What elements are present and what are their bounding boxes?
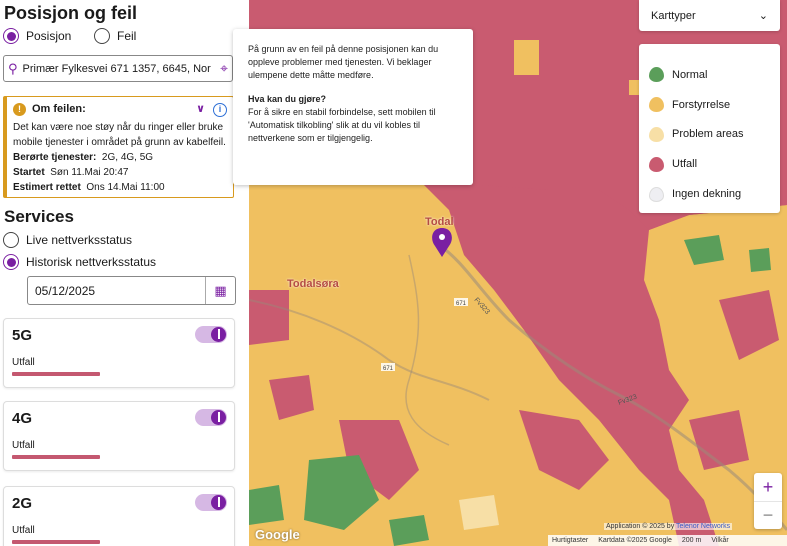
- radio-position-label: Posisjon: [26, 29, 72, 43]
- legend-label: Ingen dekning: [672, 188, 742, 201]
- alert-estimated: Estimert rettet Ons 14.Mai 11:00: [13, 182, 165, 193]
- radio-fault[interactable]: Feil: [94, 28, 136, 44]
- service-state-bar: [12, 540, 100, 544]
- service-name: 5G: [12, 327, 33, 344]
- zoom-in-button[interactable]: +: [762, 476, 774, 497]
- warning-icon: !: [13, 103, 26, 116]
- radio-position-circle[interactable]: [3, 28, 19, 44]
- service-card-4g: 4G Utfall: [3, 401, 235, 471]
- legend-swatch: [649, 126, 664, 142]
- radio-position[interactable]: Posisjon: [3, 28, 71, 44]
- legend-item-disturbance: Forstyrrelse: [649, 90, 770, 120]
- date-input[interactable]: 05/12/2025 ▦: [27, 276, 236, 305]
- alert-title: Om feilen:: [32, 103, 86, 115]
- legend-label: Utfall: [672, 158, 698, 171]
- chevron-down-icon[interactable]: ∨: [196, 103, 205, 115]
- service-state-bar: [12, 455, 100, 459]
- alert-services: Berørte tjenester: 2G, 4G, 5G: [13, 152, 154, 163]
- popup-advice: For å sikre en stabil forbindelse, sett …: [248, 107, 436, 143]
- zoom-controls: + −: [754, 473, 782, 529]
- fault-alert: ! Om feilen: ∨ i Det kan være noe støy n…: [3, 96, 234, 198]
- radio-live-circle[interactable]: [3, 232, 19, 248]
- service-name: 2G: [12, 495, 33, 512]
- map-type-dropdown[interactable]: Karttyper ⌄: [639, 0, 780, 31]
- zoom-out-button[interactable]: −: [754, 501, 782, 529]
- calendar-icon[interactable]: ▦: [205, 277, 235, 304]
- alert-message: Det kan være noe støy når du ringer elle…: [13, 122, 226, 148]
- legend-swatch: [649, 97, 664, 113]
- scale-bar[interactable]: 200 m: [681, 537, 702, 544]
- service-card-5g: 5G Utfall: [3, 318, 235, 388]
- legend-item-outage: Utfall: [649, 149, 770, 179]
- service-state: Utfall: [12, 440, 35, 451]
- page-title: Posisjon og feil: [4, 3, 138, 23]
- legend-label: Normal: [672, 68, 708, 81]
- legend-swatch: [649, 186, 664, 202]
- map-footer: Hurtigtaster Kartdata ©2025 Google 200 m…: [548, 535, 787, 546]
- service-state: Utfall: [12, 525, 35, 536]
- radio-history-label: Historisk nettverksstatus: [26, 255, 157, 269]
- map-attribution: Application © 2025 by Telenor Networks: [604, 523, 733, 530]
- address-input[interactable]: ⚲ Primær Fylkesvei 671 1357, 6645, Nor ⌖: [3, 55, 233, 82]
- address-text: Primær Fylkesvei 671 1357, 6645, Nor: [22, 62, 211, 75]
- my-location-icon[interactable]: ⌖: [220, 60, 228, 76]
- chevron-down-icon: ⌄: [758, 10, 768, 22]
- legend-swatch: [649, 67, 664, 83]
- place-label-todalsora: Todalsøra: [287, 278, 339, 290]
- map-type-label: Karttyper: [651, 9, 696, 22]
- radio-live-status[interactable]: Live nettverksstatus: [3, 232, 132, 248]
- info-icon[interactable]: i: [213, 102, 227, 117]
- service-state: Utfall: [12, 357, 35, 368]
- service-card-2g: 2G Utfall: [3, 486, 235, 546]
- legend-item-normal: Normal: [649, 60, 770, 90]
- popup-question: Hva kan du gjøre?: [248, 94, 327, 104]
- side-panel: Posisjon og feil Posisjon Feil ⚲ Primær …: [0, 0, 248, 546]
- legend-swatch: [649, 156, 664, 172]
- radio-history-circle[interactable]: [3, 254, 19, 270]
- terms-link[interactable]: Vilkår: [711, 537, 729, 544]
- radio-fault-label: Feil: [117, 29, 137, 43]
- keyboard-shortcuts-link[interactable]: Hurtigtaster: [552, 537, 589, 544]
- place-label-todal: Todal: [425, 216, 454, 228]
- services-title: Services: [4, 207, 74, 226]
- info-popup: På grunn av en feil på denne posisjonen …: [233, 29, 473, 185]
- legend-label: Problem areas: [672, 128, 744, 141]
- radio-fault-circle[interactable]: [94, 28, 110, 44]
- road-label-671b: 671: [383, 366, 394, 372]
- alert-started: Startet Søn 11.Mai 20:47: [13, 167, 129, 178]
- service-toggle-2g[interactable]: [195, 494, 227, 511]
- radio-history-status[interactable]: Historisk nettverksstatus: [3, 254, 156, 270]
- popup-text: På grunn av en feil på denne posisjonen …: [248, 44, 439, 80]
- road-label-671a: 671: [456, 301, 467, 307]
- radio-live-label: Live nettverksstatus: [26, 233, 133, 247]
- google-logo: Google: [255, 527, 300, 542]
- service-toggle-5g[interactable]: [195, 326, 227, 343]
- service-name: 4G: [12, 410, 33, 427]
- location-pin-icon: ⚲: [8, 60, 18, 76]
- map-legend: Normal Forstyrrelse Problem areas Utfall…: [639, 44, 780, 213]
- date-value: 05/12/2025: [35, 283, 96, 298]
- service-state-bar: [12, 372, 100, 376]
- service-toggle-4g[interactable]: [195, 409, 227, 426]
- map-data-text: Kartdata ©2025 Google: [598, 537, 672, 544]
- legend-item-no-coverage: Ingen dekning: [649, 179, 770, 209]
- legend-label: Forstyrrelse: [672, 98, 731, 111]
- legend-item-problem-areas: Problem areas: [649, 120, 770, 150]
